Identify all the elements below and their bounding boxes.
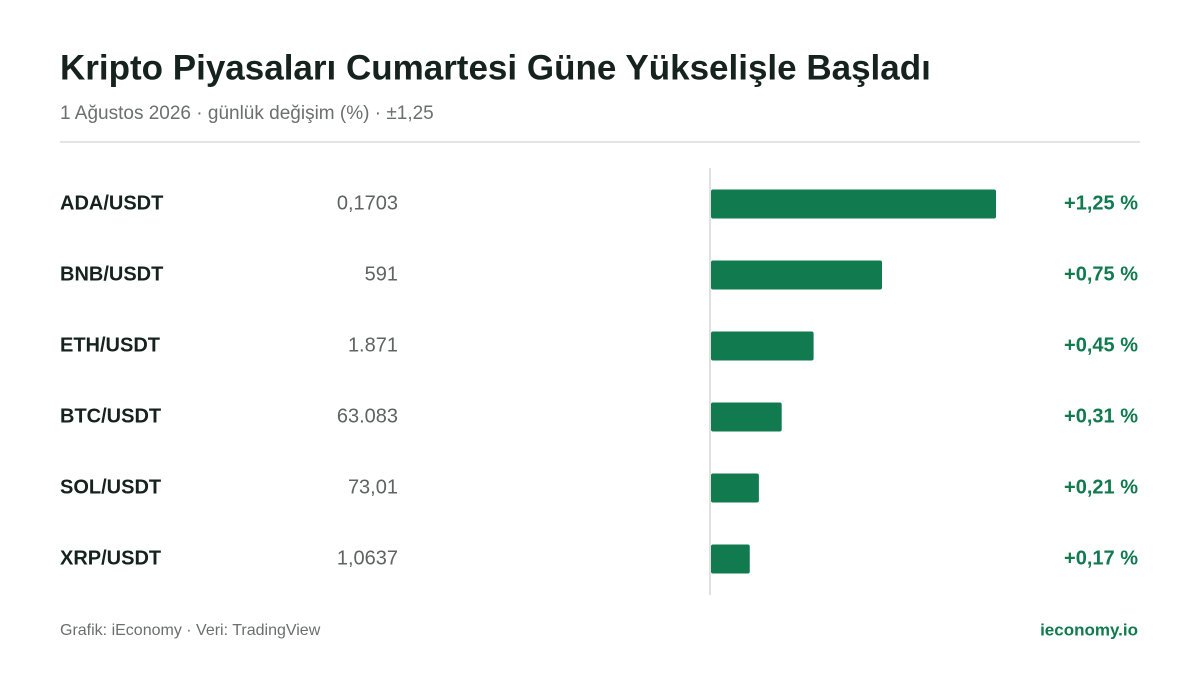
category-label: ETH/USDT [60,334,160,356]
category-label: SOL/USDT [60,476,161,498]
price-label: 1.871 [348,334,398,356]
bar [711,260,882,290]
value-label: +1,25 % [1064,192,1138,214]
bar [711,402,782,432]
chart-subtitle: 1 Ağustos 2026 · günlük değişim (%) · ±1… [60,103,434,124]
brand: ieconomy.io [1040,620,1138,639]
bar [711,189,996,219]
category-label: XRP/USDT [60,547,161,569]
price-label: 73,01 [348,476,398,498]
value-label: +0,45 % [1064,334,1138,356]
price-label: 63.083 [337,405,398,427]
price-label: 1,0637 [337,547,398,569]
bar [711,331,814,361]
value-label: +0,17 % [1064,547,1138,569]
category-label: BTC/USDT [60,405,161,427]
bar [711,473,759,503]
category-label: BNB/USDT [60,263,163,285]
source-note: Grafik: iEconomy · Veri: TradingView [60,622,321,639]
category-label: ADA/USDT [60,192,163,214]
value-label: +0,31 % [1064,405,1138,427]
price-label: 0,1703 [337,192,398,214]
price-label: 591 [365,263,398,285]
chart-title: Kripto Piyasaları Cumartesi Güne Yükseli… [60,48,931,87]
bar [711,544,750,574]
value-label: +0,21 % [1064,476,1138,498]
value-label: +0,75 % [1064,263,1138,285]
